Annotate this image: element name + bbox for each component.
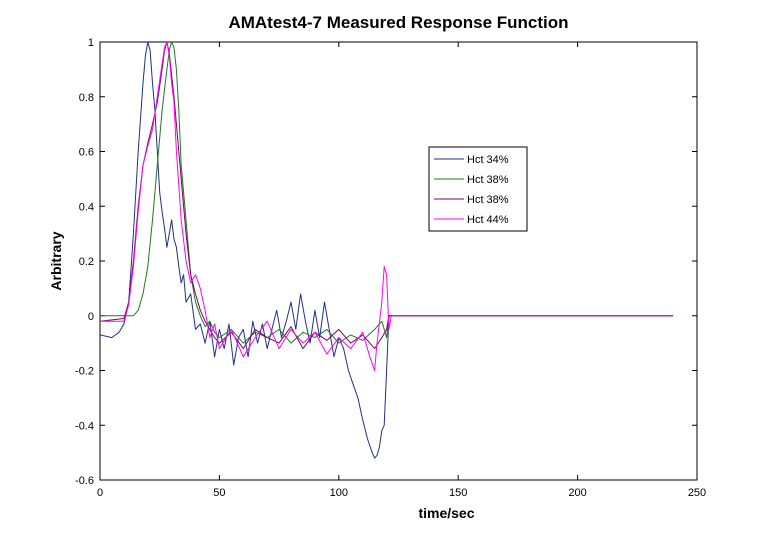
y-tick-label: 0.4	[79, 201, 94, 213]
x-tick-label: 200	[568, 487, 586, 499]
x-axis-label: time/sec	[418, 505, 474, 521]
x-tick-label: 100	[330, 487, 348, 499]
y-tick-label: -0.2	[75, 366, 94, 378]
legend-box	[428, 146, 528, 232]
x-tick-label: 0	[97, 487, 103, 499]
legend-label: Hct 38%	[467, 194, 509, 206]
x-tick-label: 150	[449, 487, 467, 499]
y-tick-label: 0	[88, 311, 94, 323]
y-tick-label: 0.6	[79, 147, 94, 159]
legend-label: Hct 44%	[467, 214, 509, 226]
y-tick-label: 0.2	[79, 256, 94, 268]
y-tick-label: -0.4	[75, 420, 94, 432]
legend: Hct 34% Hct 38% Hct 38% Hct 44%	[428, 146, 528, 232]
y-axis-label: Arbitrary	[48, 231, 64, 290]
y-tick-label: 0.8	[79, 92, 94, 104]
legend-label: Hct 34%	[467, 154, 509, 166]
series-line-4	[100, 42, 674, 371]
series-layer	[100, 42, 674, 459]
series-line-1	[100, 42, 674, 459]
chart-title: AMAtest4-7 Measured Response Function	[228, 13, 568, 32]
x-axis: 0 50 100 150 200 250	[97, 42, 706, 499]
x-tick-label: 250	[688, 487, 706, 499]
y-tick-label: -0.6	[75, 475, 94, 487]
x-tick-label: 50	[213, 487, 225, 499]
y-tick-label: 1	[88, 37, 94, 49]
legend-label: Hct 38%	[467, 174, 509, 186]
y-axis: -0.6 -0.4 -0.2 0 0.2 0.4 0.6 0.8 1	[75, 37, 697, 487]
